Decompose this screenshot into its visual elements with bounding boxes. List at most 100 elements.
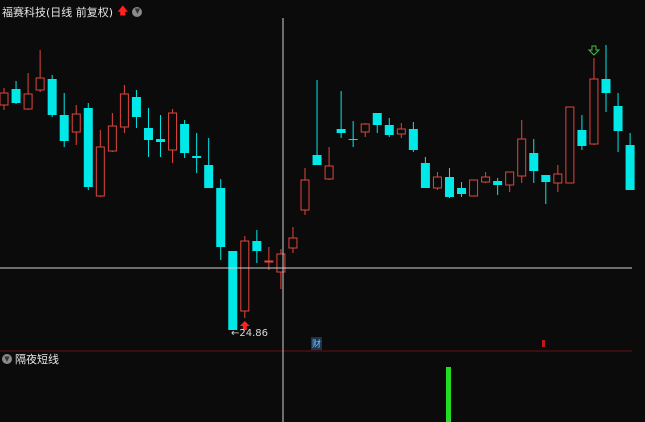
candle <box>493 178 503 195</box>
candle <box>23 73 33 110</box>
candle <box>59 93 69 147</box>
candle <box>469 179 479 197</box>
candle-body <box>493 181 503 185</box>
candle <box>565 106 575 184</box>
candle <box>47 75 57 117</box>
candle-body <box>23 93 33 110</box>
candle-body <box>168 112 178 151</box>
candle-body <box>131 97 141 117</box>
candle <box>348 121 358 147</box>
candle-body <box>384 125 394 135</box>
chart-title: 福赛科技(日线 前复权) <box>2 5 114 19</box>
candle-body <box>11 89 21 103</box>
candle-body <box>276 253 286 273</box>
candle-body <box>336 129 346 133</box>
candle-body <box>204 165 214 188</box>
chevron-down-icon[interactable]: ▼ <box>2 354 12 364</box>
candle <box>288 227 298 253</box>
candle <box>420 157 430 188</box>
candle-body <box>541 175 551 182</box>
candle-body <box>481 176 491 183</box>
candle <box>180 120 190 158</box>
candle <box>11 81 21 104</box>
candle-body <box>444 177 454 197</box>
candle-body <box>577 130 587 146</box>
candle <box>444 168 454 198</box>
candle <box>216 179 226 260</box>
candle <box>252 230 262 263</box>
candle-body <box>0 92 9 106</box>
sell-arrow-icon <box>587 45 601 56</box>
candle <box>119 85 129 133</box>
candle <box>240 236 250 318</box>
candle <box>192 133 202 173</box>
candle <box>360 123 370 137</box>
candle <box>589 58 599 145</box>
finance-marker[interactable]: 财 <box>311 337 323 350</box>
candle <box>204 138 214 188</box>
candle <box>228 251 238 330</box>
candle <box>95 130 105 197</box>
candle <box>517 120 527 183</box>
candle-body <box>59 115 69 141</box>
chevron-down-icon[interactable]: ▼ <box>132 6 143 17</box>
candle-body <box>565 106 575 184</box>
candle <box>312 80 322 165</box>
candle-body <box>264 260 274 263</box>
candle-body <box>601 79 611 93</box>
candle-body <box>420 163 430 188</box>
candle-body <box>156 139 166 142</box>
candle <box>276 249 286 289</box>
candle <box>529 139 539 183</box>
candle <box>625 133 635 190</box>
candle-body <box>505 171 515 186</box>
candle-body <box>252 241 262 251</box>
candle-body <box>107 125 117 152</box>
candle <box>107 113 117 152</box>
candle-body <box>180 124 190 153</box>
candle-body <box>83 108 93 187</box>
candle <box>35 50 45 92</box>
indicator-title: 隔夜短线 <box>15 353 59 366</box>
candle <box>432 172 442 190</box>
candle <box>71 105 81 145</box>
candle-body <box>300 179 310 211</box>
candle <box>143 108 153 157</box>
candle-body <box>529 153 539 171</box>
candle <box>457 182 467 197</box>
candle-body <box>71 113 81 133</box>
candle-body <box>517 138 527 177</box>
indicator-header: ▼ 隔夜短线 <box>2 351 59 367</box>
candle-body <box>432 176 442 189</box>
candle-body <box>228 251 238 330</box>
candle <box>300 168 310 215</box>
candle <box>505 171 515 192</box>
candle-body <box>589 78 599 145</box>
candle-body <box>457 188 467 194</box>
candle-body <box>360 123 370 133</box>
candle-body <box>95 146 105 197</box>
candle-body <box>324 165 334 180</box>
candle-body <box>312 155 322 165</box>
candle <box>156 115 166 157</box>
candle <box>601 45 611 112</box>
candle <box>372 113 382 133</box>
candle <box>408 122 418 152</box>
candle-body <box>35 77 45 91</box>
candle-body <box>469 179 479 197</box>
candle-body <box>47 79 57 115</box>
candle-body <box>288 237 298 249</box>
candle-body <box>613 106 623 131</box>
red-up-arrow-icon[interactable]: 🡅 <box>117 4 129 17</box>
candles-layer <box>0 45 635 330</box>
candle-body <box>408 129 418 150</box>
candle <box>336 91 346 138</box>
buy-arrow-icon <box>239 321 250 330</box>
candle <box>541 175 551 204</box>
candle <box>577 115 587 150</box>
candle-body <box>119 93 129 128</box>
candle-body <box>625 145 635 190</box>
candle <box>131 90 141 128</box>
event-marker <box>542 340 545 347</box>
